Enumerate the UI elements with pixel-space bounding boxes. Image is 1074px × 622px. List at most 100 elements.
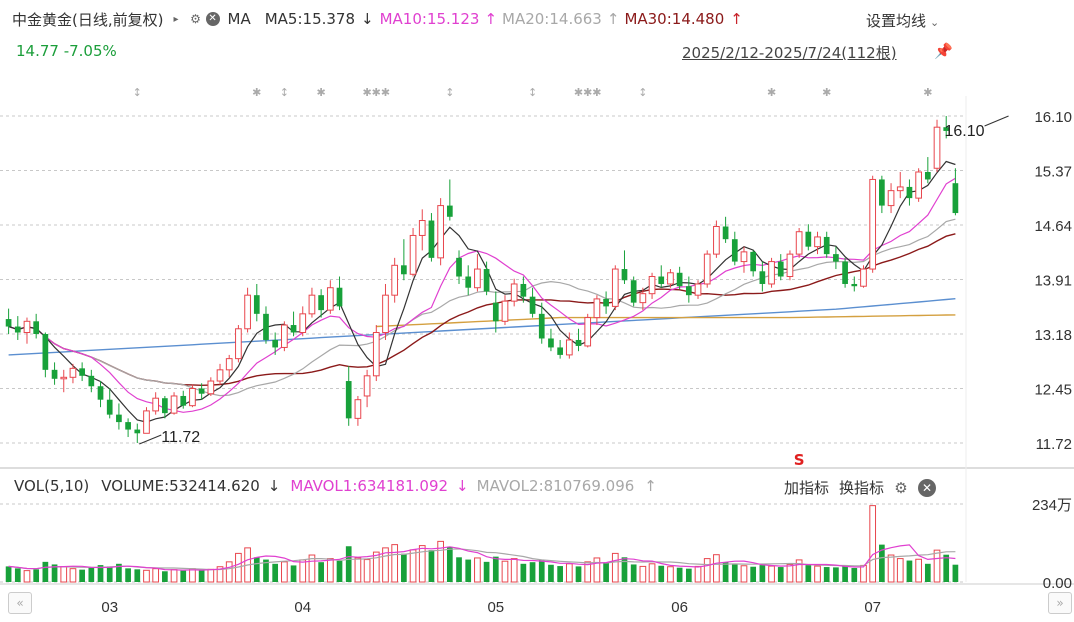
candle-body-down [97,386,104,400]
candle-body-up [896,186,904,192]
candle-body-up [437,205,444,259]
candle-body-up [740,251,748,263]
candle-body-up [299,313,307,334]
volume-bar-down [456,557,462,582]
event-marker-icon: ↕ [638,86,647,99]
candle-body-down [345,381,352,419]
ma20-arrow: ↑ [606,10,620,28]
event-marker-icon: ↕ [445,86,454,99]
switch-indicator-button[interactable]: 换指标 [839,479,885,497]
candle-body-down [777,261,784,277]
volume-bar-up [281,561,288,583]
candle-body-up [510,283,518,302]
candle-body-up [915,171,922,199]
volume-bar-down [336,560,343,582]
candle-body-up [372,332,380,377]
candle-body-down [290,325,297,333]
volume-bar-up [207,568,215,583]
candle-body-up [281,324,288,348]
scroll-right-button[interactable]: » [1048,592,1072,614]
volume-bar-up [869,505,877,583]
candle-body-up [69,367,77,378]
candle-body-up [887,190,895,207]
candle-body-up [501,300,509,322]
ma20-line [8,218,956,397]
volume-bar-down [750,566,757,582]
candle-body-up [170,395,178,414]
volume-bar-up [170,569,178,583]
volume-bar-up [915,558,922,583]
mavol1-line [8,544,956,571]
candle-body-down [575,339,582,346]
candle-body-down [924,171,931,180]
mavol2-line [8,548,956,571]
candle-body-up [648,276,656,295]
candle-body-up [593,298,601,319]
volume-bar-down [180,570,187,582]
x-tick-label: 03 [101,599,118,616]
ma30-line [8,233,956,387]
candle-body-down [162,398,168,414]
candle-body-down [557,347,563,355]
ma5-line [8,160,956,423]
volume-bar-down [685,568,692,582]
candle-body-up [584,317,592,347]
y-tick-label: 14.64 [1034,218,1072,235]
candle-body-down [851,283,858,287]
event-marker-icon: ✱ [372,86,381,99]
expand-arrow-icon[interactable]: ▸ [173,13,179,25]
stock-title[interactable]: 中金黄金(日线,前复权) [12,10,164,29]
volume-bar-up [896,558,904,583]
candle-body-down [548,338,554,348]
volume-bar-down [548,564,554,582]
volume-bar-up [795,559,803,583]
candle-body-down [529,296,536,314]
candle-body-up [869,178,877,270]
close-icon[interactable]: ✕ [918,478,937,497]
close-icon[interactable]: ✕ [205,12,220,26]
ma-settings-button[interactable]: 设置均线 ⌄ [866,10,939,31]
candle-body-up [23,320,31,334]
scroll-left-button[interactable]: « [8,592,32,614]
candle-body-down [483,269,490,292]
volume-bar-down [253,557,260,582]
date-range[interactable]: 2025/2/12-2025/7/24(112根) [682,44,897,62]
candle-body-down [906,186,913,199]
candle-body-down [456,257,462,277]
candle-body-up [225,358,233,371]
candle-body-down [253,295,260,314]
candle-body-down [336,287,343,307]
candle-body-down [823,236,830,255]
candle-body-down [759,271,766,284]
volume-bar-down [106,566,113,582]
volume-bar-up [299,559,307,583]
event-marker-icon: ✱ [574,86,583,99]
candle-body-up [235,328,242,360]
candle-body-down [685,286,692,296]
candle-body-up [326,287,334,311]
y-tick-label: 11.72 [1036,436,1072,453]
volume-bar-down [14,568,21,582]
candle-body-up [860,268,867,287]
mavol2-arrow: ↑ [644,477,657,495]
y-tick-label: 15.37 [1034,164,1072,181]
pin-icon[interactable]: 📌 [934,42,953,60]
volume-bar-down [162,571,168,582]
candle-body-down [842,261,848,284]
volume-bar-up [69,568,77,583]
candle-body-up [409,234,417,275]
volume-bar-down [777,567,784,582]
gear-icon[interactable]: ⚙ [894,478,908,497]
add-indicator-button[interactable]: 加指标 [784,479,830,497]
event-marker-icon: ✱ [923,86,932,99]
candle-body-up [768,261,775,285]
candle-body-down [446,205,453,217]
mavol1-arrow: ↓ [456,477,469,495]
volume-bar-down [538,559,545,582]
volume-bar-up [565,563,573,583]
gear-icon[interactable]: ⚙ [190,12,201,26]
candle-body-down [833,254,839,262]
volume-bar-up [60,566,68,583]
volume-bar-down [272,563,279,582]
